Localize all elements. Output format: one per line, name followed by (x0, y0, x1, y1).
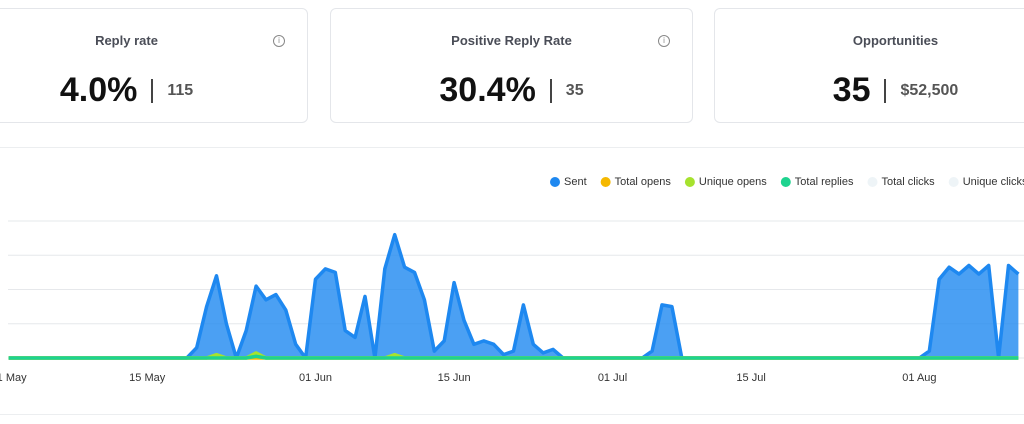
card-secondary: $52,500 (900, 81, 959, 99)
card-values: 30.4% 35 (331, 71, 692, 110)
x-tick-label: 15 Jun (438, 372, 471, 384)
card-value: 35 (832, 71, 871, 109)
separator (151, 78, 154, 103)
card-values: 35 $52,500 (715, 71, 1024, 110)
legend-label[interactable]: Sent (564, 176, 587, 188)
card-secondary: 115 (167, 81, 194, 99)
legend-label[interactable]: Total opens (615, 176, 672, 188)
metric-card: Reply rate 4.0% 115 i (0, 8, 308, 123)
legend-label[interactable]: Total clicks (882, 176, 936, 188)
separator (549, 78, 552, 103)
area-fill (8, 234, 1019, 358)
legend-label[interactable]: Total replies (795, 176, 854, 188)
series-line (8, 354, 1019, 360)
legend-swatch (600, 177, 611, 187)
metric-card: Opportunities 35 $52,500 (714, 8, 1024, 123)
series-line (8, 232, 1020, 360)
x-tick-label: 01 Jul (598, 372, 627, 384)
legend-label[interactable]: Unique clicks (963, 176, 1024, 188)
legend-swatch (867, 177, 878, 187)
x-tick-label: 01 Jun (299, 372, 332, 384)
info-icon: i (273, 35, 285, 47)
card-value: 30.4% (439, 71, 536, 109)
card-title: Reply rate (95, 33, 158, 48)
metric-card: Positive Reply Rate 30.4% 35 i (330, 8, 693, 123)
info-icon: i (658, 35, 670, 47)
legend-swatch (780, 177, 791, 187)
card-secondary: 35 (565, 81, 584, 99)
x-tick-label: 15 Jul (736, 372, 765, 384)
card-values: 4.0% 115 (0, 71, 307, 110)
legend-swatch (948, 177, 959, 187)
legend-label[interactable]: Unique opens (699, 176, 767, 188)
card-title: Opportunities (852, 33, 939, 48)
separator (884, 78, 887, 103)
x-tick-label: 15 May (129, 372, 166, 384)
card-value: 4.0% (59, 71, 138, 109)
legend-swatch (550, 177, 560, 187)
card-title: Positive Reply Rate (451, 33, 572, 48)
x-tick-label: 01 May (0, 372, 27, 384)
legend-swatch (684, 177, 695, 187)
x-tick-label: 01 Aug (902, 372, 936, 384)
